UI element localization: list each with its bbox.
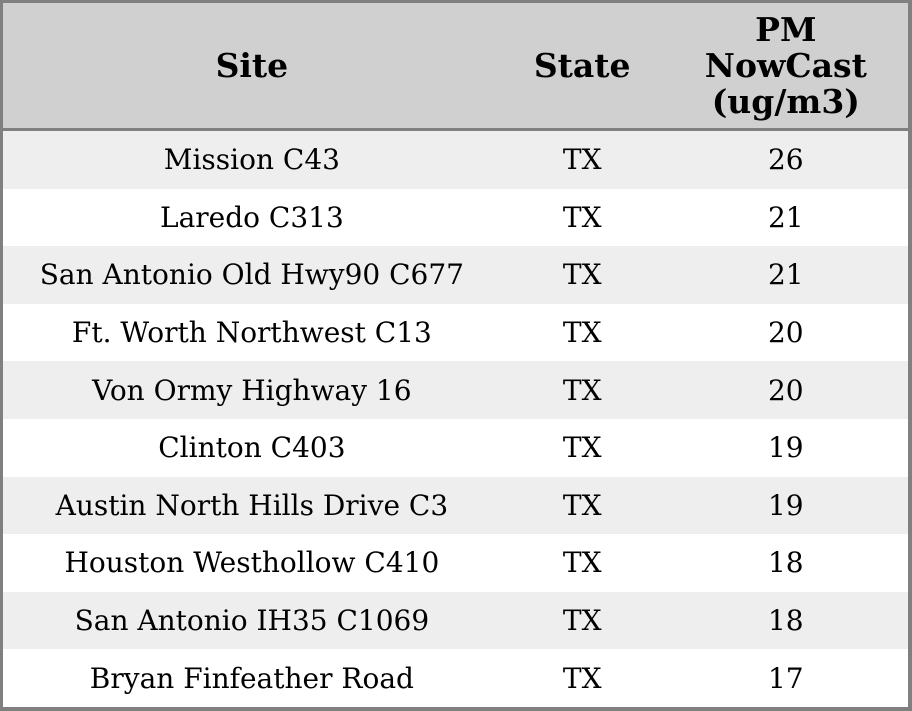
- table-row: Laredo C313 TX 21: [3, 188, 908, 247]
- table-row: Mission C43 TX 26: [3, 131, 908, 189]
- state-cell: TX: [562, 546, 602, 580]
- pm-header-line-3: (ug/m3): [711, 81, 860, 121]
- site-cell: San Antonio IH35 C1069: [74, 604, 430, 638]
- site-cell: Clinton C403: [158, 431, 346, 465]
- site-cell: Houston Westhollow C410: [64, 546, 440, 580]
- column-header-state: State: [533, 45, 631, 85]
- pm-nowcast-cell: 21: [767, 258, 804, 292]
- table-row: Houston Westhollow C410 TX 18: [3, 534, 908, 592]
- site-cell: Mission C43: [163, 143, 340, 177]
- pm-nowcast-cell: 21: [767, 200, 804, 234]
- site-cell: Laredo C313: [159, 200, 344, 234]
- pm-header-line-1: PM: [755, 9, 817, 49]
- site-cell: Bryan Finfeather Road: [89, 661, 414, 695]
- table-row: San Antonio Old Hwy90 C677 TX 21: [3, 246, 908, 304]
- pm-header-line-2: NowCast: [704, 45, 867, 85]
- state-cell: TX: [562, 316, 602, 350]
- table-row: Von Ormy Highway 16 TX 20: [3, 361, 908, 419]
- state-cell: TX: [562, 488, 602, 522]
- state-cell: TX: [562, 200, 602, 234]
- state-cell: TX: [562, 431, 602, 465]
- table-header-row: Site State PM NowCast (ug/m3): [3, 3, 908, 131]
- pm-nowcast-cell: 19: [767, 431, 804, 465]
- pm-nowcast-cell: 17: [767, 661, 804, 695]
- site-cell: Von Ormy Highway 16: [92, 373, 412, 407]
- pm-nowcast-cell: 20: [767, 316, 804, 350]
- table-row: Bryan Finfeather Road TX 17: [3, 649, 908, 707]
- table-row: Ft. Worth Northwest C13 TX 20: [3, 303, 908, 362]
- column-header-pm-nowcast: PM NowCast (ug/m3): [664, 9, 908, 121]
- pm-nowcast-cell: 18: [767, 604, 804, 638]
- state-cell: TX: [562, 373, 602, 407]
- table-row: San Antonio IH35 C1069 TX 18: [3, 591, 908, 650]
- table-row: Clinton C403 TX 19: [3, 418, 908, 477]
- state-cell: TX: [562, 258, 602, 292]
- site-cell: San Antonio Old Hwy90 C677: [39, 258, 464, 292]
- pm-nowcast-cell: 20: [767, 373, 804, 407]
- state-cell: TX: [562, 143, 602, 177]
- table-row: Austin North Hills Drive C3 TX 19: [3, 476, 908, 535]
- state-cell: TX: [562, 661, 602, 695]
- pm-nowcast-cell: 26: [767, 143, 804, 177]
- pm-nowcast-cell: 18: [767, 546, 804, 580]
- site-cell: Ft. Worth Northwest C13: [71, 316, 432, 350]
- column-header-site: Site: [215, 45, 289, 85]
- pm-nowcast-cell: 19: [767, 488, 804, 522]
- site-cell: Austin North Hills Drive C3: [55, 488, 449, 522]
- state-cell: TX: [562, 604, 602, 638]
